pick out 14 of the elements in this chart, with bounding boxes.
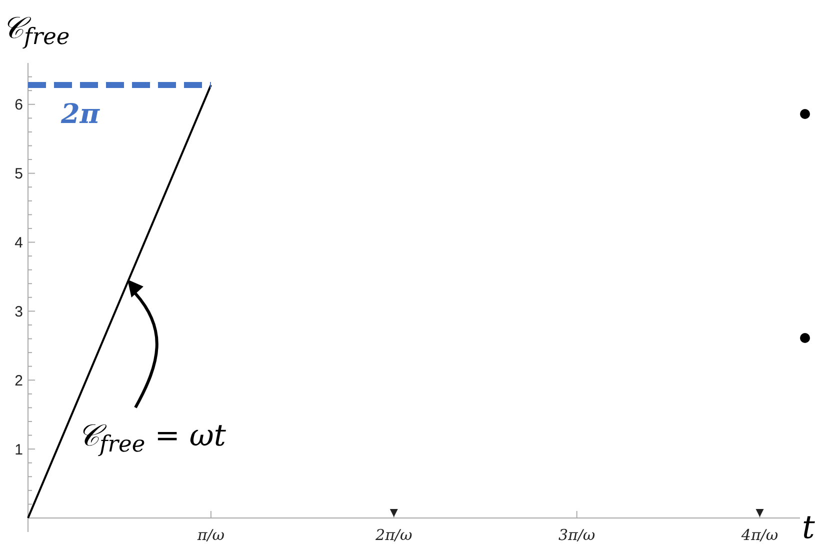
y-axis-title: 𝒞$_{free}$ <box>2 11 70 50</box>
y-tick-label: 1 <box>14 441 23 458</box>
y-tick-label: 6 <box>14 96 23 114</box>
series-label: 𝒞$_{free}$ = ωt <box>77 418 227 458</box>
x-tick-label: 3π/ω <box>558 526 596 544</box>
x-tick-label: 4π/ω <box>740 526 778 544</box>
x-tick-label: 2π/ω <box>374 526 412 544</box>
y-tick-label: 5 <box>14 166 23 183</box>
y-tick-label: 2 <box>14 372 23 390</box>
y-tick-label: 3 <box>14 303 23 320</box>
series-label: 2π <box>60 99 101 130</box>
y-tick-label: 4 <box>14 234 23 252</box>
x-axis-title: t <box>802 508 815 546</box>
x-tick-label: π/ω <box>196 526 225 544</box>
